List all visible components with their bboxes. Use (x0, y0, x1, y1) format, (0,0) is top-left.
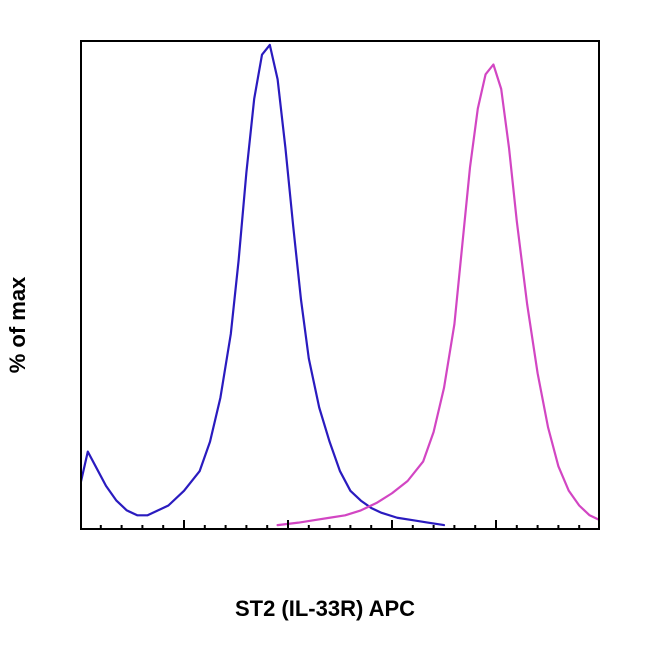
x-axis-label: ST2 (IL-33R) APC (235, 596, 415, 622)
histogram-plot (80, 40, 600, 530)
figure: % of max ST2 (IL-33R) APC (0, 0, 650, 650)
y-axis-label: % of max (5, 277, 31, 374)
plot-area (80, 40, 600, 530)
